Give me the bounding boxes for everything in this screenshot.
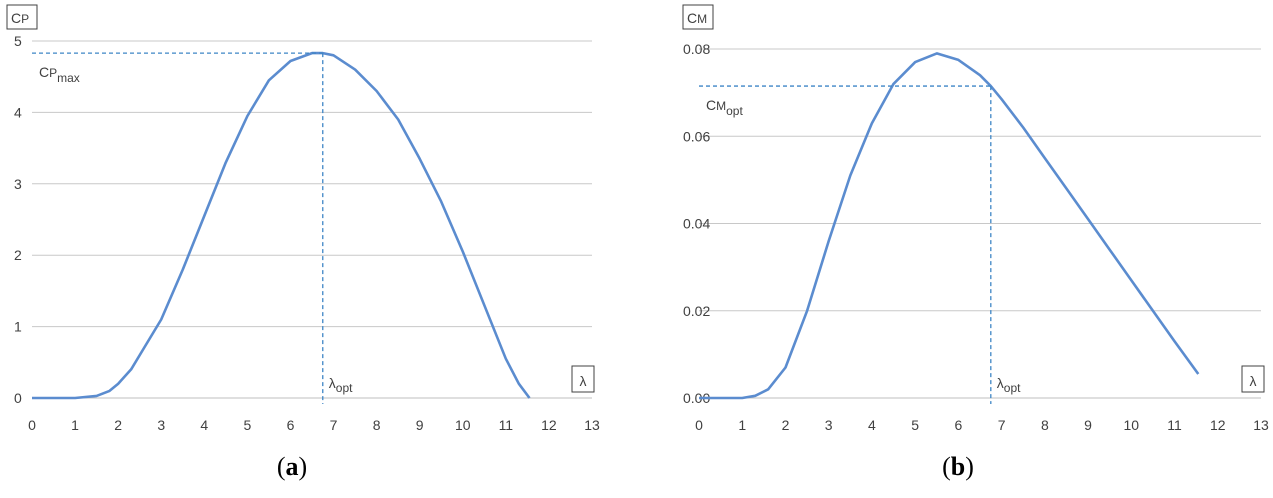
- a-x-tick-label-5: 5: [243, 417, 251, 433]
- b-ylabel: CM: [687, 10, 707, 26]
- a-annotation-y-sub1: P: [49, 66, 57, 80]
- a-annotation-x-main: λ: [329, 375, 336, 391]
- b-x-tick-label-9: 9: [1084, 417, 1092, 433]
- b-x-tick-label-4: 4: [868, 417, 876, 433]
- a-annotation-x-sub: opt: [336, 381, 353, 395]
- b-annotation-x-main: λ: [997, 375, 1004, 391]
- a-xlabel: λ: [580, 373, 587, 389]
- b-y-tick-label-2: 0.04: [683, 216, 710, 232]
- a-caption-letter: a: [286, 452, 299, 481]
- b-x-tick-label-13: 13: [1253, 417, 1269, 433]
- a-xlabel-box: [571, 365, 595, 393]
- a-y-tick-label-3: 3: [14, 176, 22, 192]
- b-x-tick-label-10: 10: [1124, 417, 1140, 433]
- a-caption-close: ): [299, 452, 308, 481]
- b-x-tick-label-1: 1: [738, 417, 746, 433]
- a-ylabel-main: C: [11, 10, 21, 26]
- a-x-tick-label-9: 9: [416, 417, 424, 433]
- b-caption: (b): [942, 452, 974, 481]
- a-x-tick-label-8: 8: [373, 417, 381, 433]
- b-x-tick-label-7: 7: [998, 417, 1006, 433]
- b-ylabel-box: [682, 4, 714, 30]
- b-x-tick-label-8: 8: [1041, 417, 1049, 433]
- a-ylabel: CP: [11, 10, 29, 26]
- a-x-tick-label-4: 4: [200, 417, 208, 433]
- b-ylabel-sub: M: [697, 12, 707, 26]
- b-y-tick-label-3: 0.06: [683, 128, 710, 144]
- b-ylabel-main: C: [687, 10, 697, 26]
- a-x-tick-label-12: 12: [541, 417, 557, 433]
- b-caption-open: (: [942, 452, 951, 481]
- b-x-tick-label-2: 2: [782, 417, 790, 433]
- a-caption-open: (: [277, 452, 286, 481]
- b-x-tick-label-6: 6: [954, 417, 962, 433]
- b-xlabel: λ: [1250, 373, 1257, 389]
- a-y-tick-label-5: 5: [14, 33, 22, 49]
- a-x-tick-label-2: 2: [114, 417, 122, 433]
- b-y-tick-label-1: 0.02: [683, 303, 710, 319]
- a-series-line: [32, 51, 531, 400]
- a-x-tick-label-1: 1: [71, 417, 79, 433]
- a-ylabel-sub: P: [21, 12, 29, 26]
- a-x-tick-label-13: 13: [584, 417, 600, 433]
- a-y-tick-label-1: 1: [14, 319, 22, 335]
- b-series-line: [699, 52, 1200, 400]
- a-x-tick-label-11: 11: [499, 417, 514, 433]
- a-x-tick-label-0: 0: [28, 417, 36, 433]
- a-y-tick-label-0: 0: [14, 390, 22, 406]
- a-annotation-x: λopt: [329, 375, 353, 395]
- a-x-tick-label-7: 7: [330, 417, 338, 433]
- a-x-tick-label-10: 10: [455, 417, 471, 433]
- b-x-tick-label-11: 11: [1167, 417, 1182, 433]
- b-x-tick-label-3: 3: [825, 417, 833, 433]
- b-caption-letter: b: [951, 452, 965, 481]
- a-x-tick-label-6: 6: [287, 417, 295, 433]
- b-x-tick-label-0: 0: [695, 417, 703, 433]
- b-annotation-y: CMopt: [706, 97, 743, 118]
- a-y-tick-label-2: 2: [14, 247, 22, 263]
- a-y-tick-label-4: 4: [14, 104, 22, 120]
- b-annotation-y-main: C: [706, 97, 716, 113]
- b-x-tick-label-5: 5: [911, 417, 919, 433]
- chart-b: 0.000.020.040.060.080 1 2 3 4 5 6 7 8 9 10 11 12 13CM…: [682, 4, 1269, 481]
- b-x-tick-label-12: 12: [1210, 417, 1226, 433]
- a-annotation-y: CPmax: [39, 64, 80, 85]
- a-annotation-y-main: C: [39, 64, 49, 80]
- b-annotation-x: λopt: [997, 375, 1021, 395]
- a-x-tick-label-3: 3: [157, 417, 165, 433]
- a-annotation-y-sub2: max: [57, 71, 80, 85]
- b-annotation-y-sub2: opt: [726, 104, 743, 118]
- b-annotation-y-sub1: M: [716, 99, 726, 113]
- b-caption-close: ): [965, 452, 974, 481]
- a-caption: (a): [277, 452, 307, 481]
- a-ylabel-box: [6, 4, 38, 30]
- b-xlabel-box: [1241, 365, 1265, 393]
- b-annotation-x-sub: opt: [1004, 381, 1021, 395]
- b-y-tick-label-4: 0.08: [683, 41, 710, 57]
- b-y-tick-label-0: 0.00: [683, 390, 710, 406]
